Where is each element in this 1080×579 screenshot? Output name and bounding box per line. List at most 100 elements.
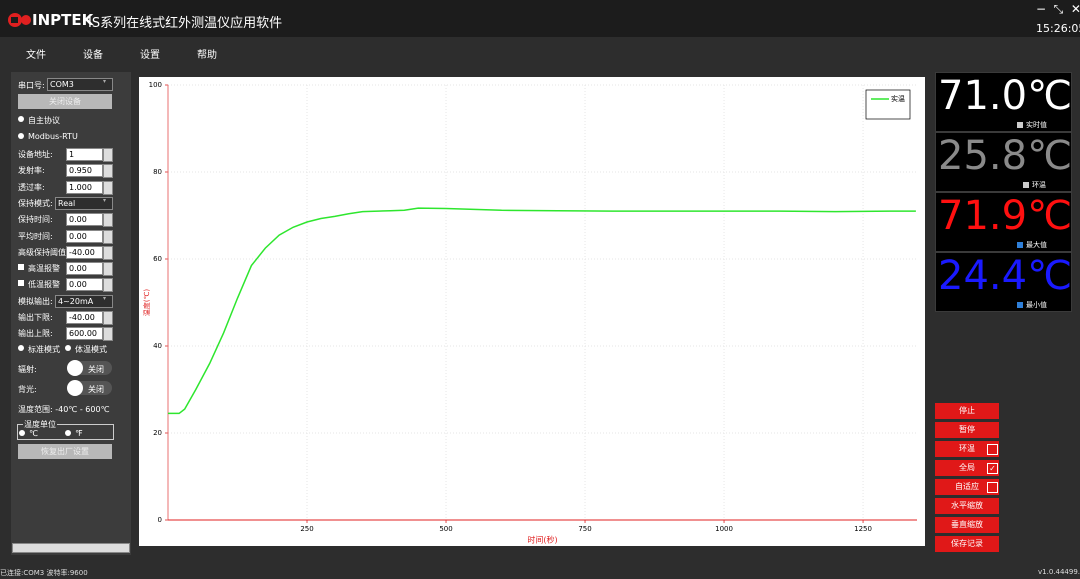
- radio[interactable]: [18, 345, 24, 351]
- readout-value: 71.9℃: [938, 193, 1072, 239]
- y-tick-label: 40: [153, 342, 162, 350]
- readout-checkbox[interactable]: [1023, 182, 1029, 188]
- x-tick-label: 500: [439, 525, 452, 533]
- action-button[interactable]: 垂直缩放: [935, 517, 999, 533]
- field-label: 高级保持阈值:: [18, 247, 69, 257]
- field-label: 模拟输出:: [18, 296, 53, 306]
- line: [168, 207, 916, 415]
- x-tick-label: 1000: [715, 525, 733, 533]
- button-panel: 停止暂停环温全局 ✓ 自适应水平缩放垂直缩放保存记录: [935, 403, 1001, 555]
- y-tick-label: 20: [153, 429, 162, 437]
- readout-value: 24.4℃: [938, 253, 1072, 299]
- status-right: v1.0.44499.1: [1038, 568, 1080, 576]
- field-input[interactable]: 0.00: [66, 262, 103, 276]
- radio[interactable]: [18, 116, 24, 122]
- readout-label: 实时值: [1026, 121, 1047, 129]
- spinner[interactable]: [103, 148, 113, 162]
- legend: [865, 89, 911, 120]
- readout-box: [936, 253, 1071, 311]
- field-input[interactable]: 1: [66, 148, 103, 161]
- toggle-label: 辐射:: [18, 365, 37, 374]
- spinner[interactable]: [103, 327, 113, 342]
- y-axis-label: 温度(℃): [142, 289, 151, 317]
- spinner[interactable]: [103, 164, 113, 179]
- dropdown-arrow: ▾: [103, 78, 107, 85]
- toggle-text: 关闭: [88, 385, 104, 394]
- spinner[interactable]: [103, 278, 113, 293]
- unit-group: [17, 424, 114, 440]
- dropdown-arrow: ▾: [103, 294, 107, 302]
- field-dropdown[interactable]: 4~20mA: [55, 294, 113, 308]
- status-left: 已连接:COM3 波特率:9600: [0, 569, 88, 577]
- spinner[interactable]: [103, 311, 113, 325]
- field-input[interactable]: 600.00: [66, 327, 103, 341]
- action-button[interactable]: 停止: [935, 403, 999, 419]
- field-input[interactable]: -40.00: [66, 311, 103, 324]
- field-input[interactable]: 0.00: [66, 278, 103, 292]
- spinner[interactable]: [103, 245, 113, 260]
- button-checkbox[interactable]: [987, 444, 998, 455]
- action-button[interactable]: 全局: [935, 460, 999, 476]
- action-button[interactable]: 自适应: [935, 479, 999, 495]
- menu-item[interactable]: 设置: [140, 50, 160, 61]
- app-title: IS系列在线式红外测温仪应用软件: [88, 16, 283, 31]
- spinner[interactable]: [103, 229, 113, 244]
- readout-label: 最小值: [1026, 301, 1047, 309]
- readout-checkbox[interactable]: [1017, 302, 1023, 308]
- field-label: 保持时间:: [18, 215, 53, 225]
- radio[interactable]: [65, 430, 71, 436]
- field-input[interactable]: 0.950: [66, 164, 103, 178]
- scrollbar[interactable]: [12, 543, 130, 553]
- button-checkbox[interactable]: [987, 482, 998, 493]
- readout-checkbox[interactable]: [1017, 242, 1023, 248]
- spinner[interactable]: [103, 262, 113, 277]
- menu-item[interactable]: 文件: [26, 50, 46, 61]
- readout-box: [936, 193, 1071, 251]
- field-input[interactable]: 1.000: [66, 180, 103, 194]
- radio-label: 标准模式: [28, 345, 60, 354]
- radio[interactable]: [18, 133, 24, 139]
- action-button[interactable]: 暂停: [935, 422, 999, 438]
- menu-item[interactable]: 设备: [83, 50, 103, 61]
- radio[interactable]: [65, 345, 71, 351]
- y-tick-label: 60: [153, 255, 162, 263]
- field-input[interactable]: -40.00: [66, 245, 103, 259]
- readout-checkbox[interactable]: [1017, 122, 1023, 128]
- y-tick-label: 100: [149, 81, 162, 89]
- radio-label: ℉: [75, 429, 83, 438]
- menu-bar: 文件 设备 设置 帮助: [0, 37, 1080, 70]
- settings-panel: 串口号: COM3 ▾ 关闭设备 自主协议 Modbus-RTU 设备地址: 1 发射率: 0.9…: [11, 72, 131, 555]
- menu-item[interactable]: 帮助: [197, 50, 217, 61]
- toggle-label: 背光:: [18, 385, 37, 394]
- readout-label: 最大值: [1026, 241, 1047, 249]
- readout-box: [936, 133, 1071, 191]
- close-device-button[interactable]: 关闭设备: [18, 94, 112, 109]
- field-label: 发射率:: [18, 166, 45, 176]
- reset-button[interactable]: 恢复出厂设置: [18, 444, 112, 459]
- field-input[interactable]: 0.00: [66, 213, 103, 227]
- spinner[interactable]: [103, 213, 113, 228]
- toggle-knob[interactable]: [67, 360, 83, 376]
- checkbox[interactable]: [18, 264, 24, 271]
- spinner[interactable]: [103, 180, 113, 195]
- action-button[interactable]: 保存记录: [935, 536, 999, 552]
- x-axis-label: 时间(秒): [527, 535, 557, 545]
- readout-box: [936, 73, 1071, 131]
- x-tick-label: 250: [300, 525, 313, 533]
- toggle-knob[interactable]: [67, 380, 83, 396]
- field-dropdown[interactable]: Real: [55, 196, 113, 210]
- checkbox[interactable]: [18, 280, 24, 287]
- clock: 15:26:05: [1036, 22, 1080, 35]
- action-button[interactable]: 水平缩放: [935, 498, 999, 514]
- dropdown-arrow: ▾: [103, 196, 107, 204]
- action-button[interactable]: 环温: [935, 441, 999, 457]
- range-label: 温度范围: -40℃ - 600℃: [18, 405, 110, 414]
- field-input[interactable]: 0.00: [66, 229, 103, 243]
- window-controls[interactable]: − ⤡ ✕: [1036, 2, 1080, 16]
- button-checkbox[interactable]: ✓: [987, 463, 998, 474]
- radio[interactable]: [19, 430, 25, 436]
- radio-label: 体温模式: [75, 345, 107, 354]
- port-select[interactable]: COM3: [47, 78, 113, 91]
